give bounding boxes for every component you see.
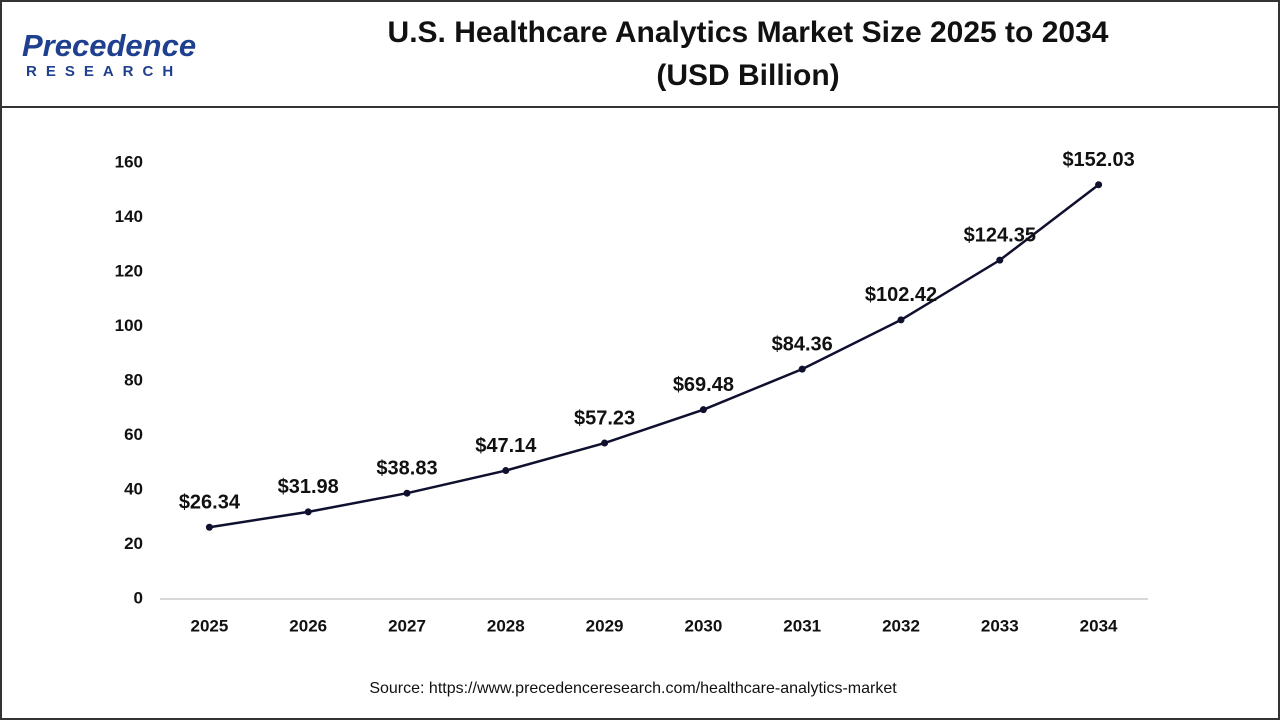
value-label: $84.36 [772, 333, 833, 355]
y-tick-label: 160 [115, 152, 143, 171]
y-tick-label: 80 [124, 370, 143, 389]
y-tick-label: 20 [124, 534, 143, 553]
marker [601, 439, 609, 447]
marker [897, 316, 905, 324]
value-label: $47.14 [475, 435, 537, 457]
x-tick-label: 2030 [684, 616, 722, 635]
logo-tagline: RESEARCH [26, 63, 182, 80]
y-tick-label: 0 [134, 588, 143, 607]
x-tick-label: 2032 [882, 616, 920, 635]
x-tick-label: 2034 [1080, 616, 1118, 635]
y-tick-label: 60 [124, 425, 143, 444]
y-tick-label: 120 [115, 261, 143, 280]
x-tick-label: 2025 [190, 616, 228, 635]
line [209, 183, 1100, 529]
chart-title: U.S. Healthcare Analytics Market Size 20… [388, 16, 1109, 49]
marker [798, 365, 806, 373]
y-tick-label: 100 [115, 316, 143, 335]
marker [205, 523, 213, 531]
value-label: $26.34 [179, 492, 241, 514]
marker [996, 256, 1004, 264]
marker [304, 508, 312, 516]
marker [1095, 181, 1103, 189]
marker [403, 489, 411, 497]
y-tick-label: 140 [115, 207, 143, 226]
value-label: $152.03 [1062, 149, 1134, 171]
value-label: $124.35 [964, 224, 1036, 246]
x-tick-label: 2027 [388, 616, 426, 635]
y-tick-label: 40 [124, 479, 143, 498]
x-tick-label: 2033 [981, 616, 1019, 635]
marker [502, 467, 510, 475]
x-tick-label: 2026 [289, 616, 327, 635]
x-tick-label: 2029 [586, 616, 624, 635]
marker [699, 406, 707, 414]
x-tick-label: 2028 [487, 616, 525, 635]
value-label: $102.42 [865, 284, 937, 306]
source-note: Source: https://www.precedenceresearch.c… [369, 680, 897, 697]
value-label: $69.48 [673, 374, 734, 396]
value-label: $31.98 [278, 476, 339, 498]
value-label: $57.23 [574, 407, 635, 429]
chart-subtitle: (USD Billion) [656, 59, 839, 92]
value-label: $38.83 [376, 457, 437, 479]
logo-name: Precedence [22, 28, 196, 63]
x-tick-label: 2031 [783, 616, 821, 635]
